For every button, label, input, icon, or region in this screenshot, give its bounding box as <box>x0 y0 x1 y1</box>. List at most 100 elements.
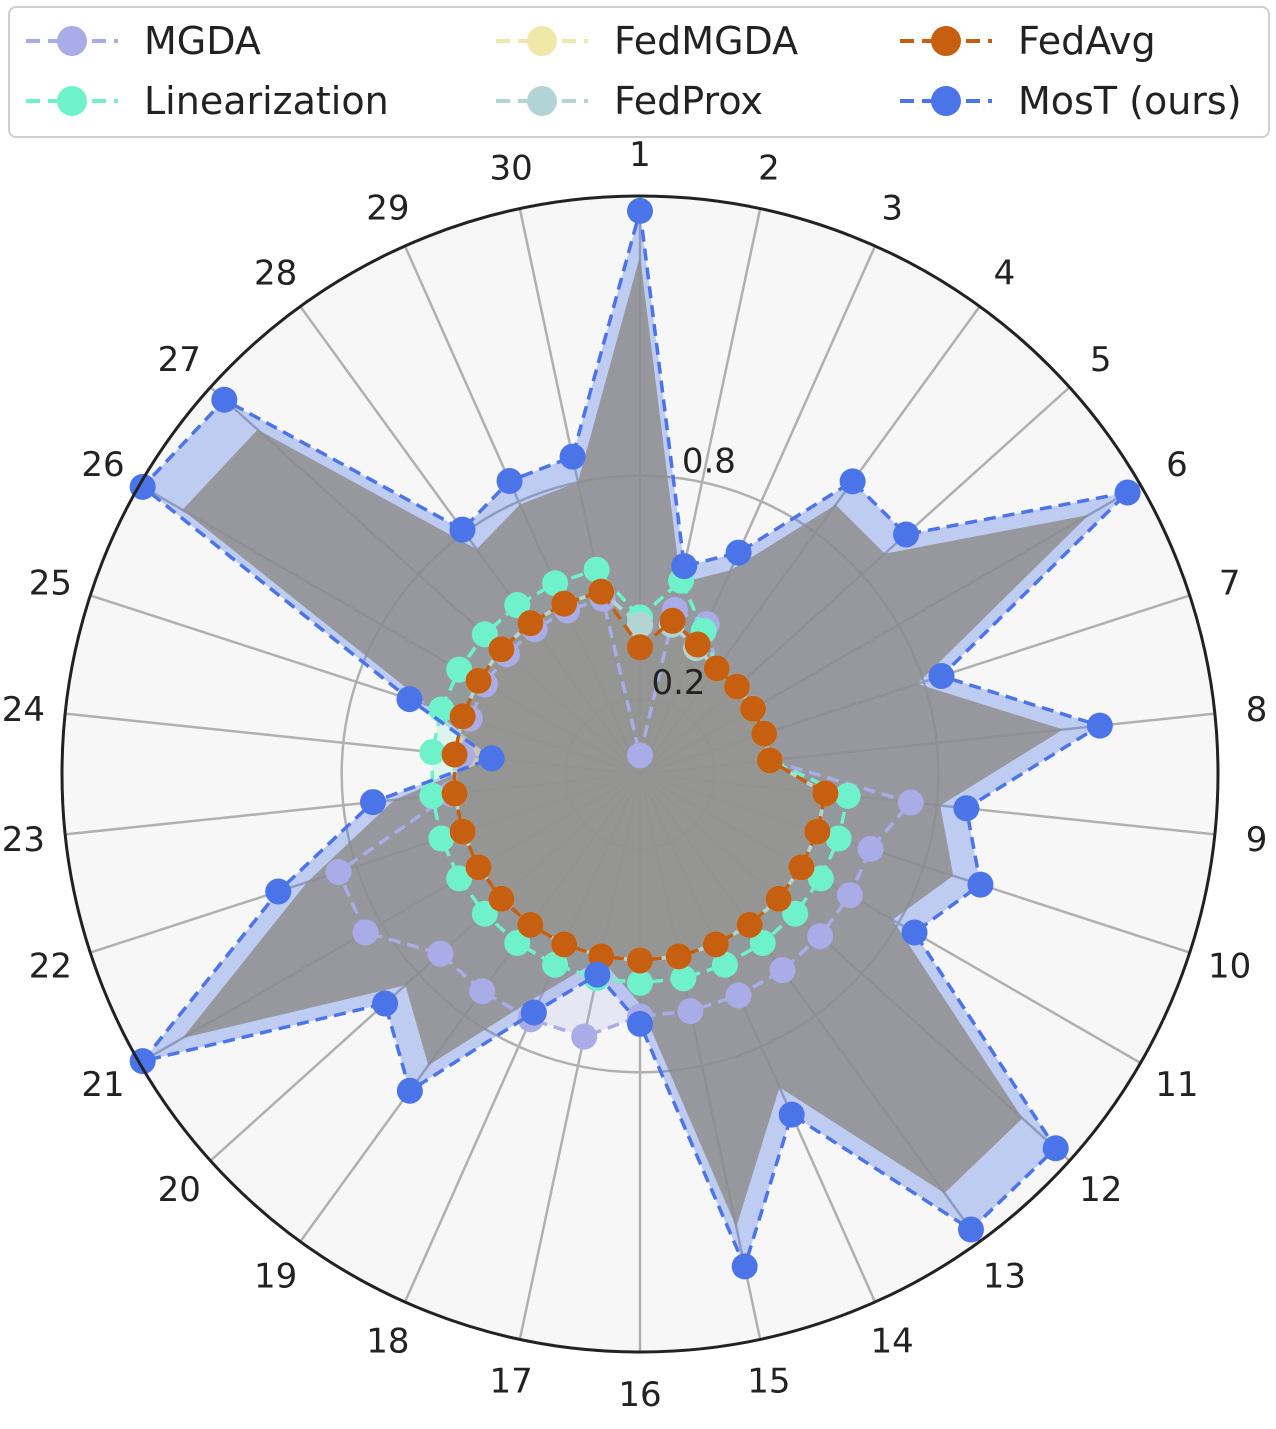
point-most-ours--9 <box>953 795 980 822</box>
point-fedavg-25 <box>449 703 476 730</box>
category-label-27: 27 <box>158 340 201 380</box>
point-fedavg-13 <box>736 911 763 938</box>
category-label-1: 1 <box>629 135 651 175</box>
point-most-ours--30 <box>559 443 586 470</box>
point-fedprox-1 <box>627 611 653 638</box>
category-label-6: 6 <box>1166 445 1188 485</box>
category-label-26: 26 <box>81 445 124 485</box>
point-mgda-15 <box>677 998 704 1025</box>
category-label-4: 4 <box>994 253 1016 293</box>
point-most-ours--28 <box>449 516 476 543</box>
point-fedavg-28 <box>517 610 544 637</box>
point-mgda-13 <box>769 957 796 984</box>
point-fedavg-27 <box>488 636 515 663</box>
point-linearization-14 <box>711 951 738 978</box>
point-mgda-10 <box>857 835 884 862</box>
category-label-11: 11 <box>1155 1065 1198 1105</box>
point-most-ours--13 <box>957 1216 984 1243</box>
point-most-ours--24 <box>478 745 505 772</box>
category-label-2: 2 <box>758 149 780 189</box>
category-label-7: 7 <box>1219 563 1241 603</box>
point-mgda-20 <box>427 940 454 967</box>
point-most-ours--23 <box>359 789 386 816</box>
point-linearization-23 <box>419 782 446 809</box>
point-fedavg-3 <box>684 631 711 658</box>
point-most-ours--22 <box>265 878 292 905</box>
point-fedavg-22 <box>449 818 476 845</box>
point-most-ours--19 <box>396 1077 423 1104</box>
category-label-15: 15 <box>747 1361 790 1401</box>
point-linearization-27 <box>471 621 498 648</box>
point-fedavg-5 <box>723 673 750 700</box>
category-label-5: 5 <box>1090 340 1112 380</box>
radial-tick-label: 0.8 <box>682 441 736 481</box>
point-linearization-11 <box>807 865 834 892</box>
point-linearization-28 <box>504 592 531 619</box>
point-most-ours--16 <box>627 1010 653 1037</box>
legend-item-fedprox: FedProx <box>492 71 763 131</box>
point-mgda-14 <box>725 982 752 1009</box>
point-fedavg-14 <box>702 931 729 958</box>
point-linearization-10 <box>825 825 852 852</box>
point-linearization-29 <box>542 570 569 597</box>
point-mgda-17 <box>571 1023 598 1050</box>
point-fedavg-23 <box>441 780 468 807</box>
category-label-14: 14 <box>871 1321 914 1361</box>
category-label-9: 9 <box>1246 820 1268 860</box>
point-fedavg-29 <box>551 590 578 617</box>
point-fedavg-2 <box>659 607 686 634</box>
point-mgda-1 <box>627 742 653 769</box>
category-label-25: 25 <box>29 563 72 603</box>
point-linearization-21 <box>446 865 473 892</box>
point-linearization-12 <box>782 900 809 927</box>
point-fedavg-30 <box>588 578 615 605</box>
point-linearization-24 <box>419 739 446 766</box>
radial-tick-label: 0.2 <box>651 663 705 703</box>
point-most-ours--6 <box>1114 479 1141 506</box>
point-linearization-22 <box>428 825 455 852</box>
point-most-ours--18 <box>520 999 547 1026</box>
point-most-ours--15 <box>731 1253 758 1280</box>
legend-swatch-most-ours- <box>896 81 996 121</box>
legend-item-most-ours-: MosT (ours) <box>896 71 1242 131</box>
legend-item-fedmgda: FedMGDA <box>492 11 798 71</box>
category-label-10: 10 <box>1208 947 1251 987</box>
point-most-ours--12 <box>1042 1135 1069 1162</box>
legend-swatch-mgda <box>22 21 122 61</box>
legend-item-mgda: MGDA <box>22 11 261 71</box>
point-fedavg-4 <box>703 655 730 682</box>
point-most-ours--10 <box>967 871 994 898</box>
point-fedavg-20 <box>488 885 515 912</box>
point-most-ours--1 <box>627 197 653 224</box>
point-linearization-18 <box>542 951 569 978</box>
legend-label-mgda: MGDA <box>144 19 261 63</box>
point-linearization-9 <box>834 782 861 809</box>
point-linearization-26 <box>446 656 473 683</box>
point-linearization-25 <box>428 696 455 723</box>
point-fedavg-8 <box>756 747 783 774</box>
point-mgda-21 <box>352 919 379 946</box>
legend-label-fedavg: FedAvg <box>1018 19 1156 63</box>
point-fedavg-19 <box>517 911 544 938</box>
category-label-3: 3 <box>881 189 903 229</box>
point-most-ours--29 <box>496 468 523 495</box>
legend-label-linearization: Linearization <box>144 79 389 123</box>
point-most-ours--25 <box>396 686 423 713</box>
point-fedavg-7 <box>751 720 778 747</box>
category-label-19: 19 <box>254 1257 297 1297</box>
category-label-17: 17 <box>489 1361 532 1401</box>
point-fedavg-1 <box>627 634 653 661</box>
legend-label-fedmgda: FedMGDA <box>614 19 799 63</box>
point-fedavg-9 <box>812 780 839 807</box>
point-most-ours--11 <box>901 919 928 946</box>
point-most-ours--7 <box>928 663 955 690</box>
category-label-8: 8 <box>1246 690 1268 730</box>
point-mgda-9 <box>897 789 924 816</box>
legend-item-fedavg: FedAvg <box>896 11 1156 71</box>
legend-swatch-fedavg <box>896 21 996 61</box>
point-linearization-16 <box>627 969 653 996</box>
point-most-ours--20 <box>372 990 399 1017</box>
category-label-21: 21 <box>81 1065 124 1105</box>
point-fedavg-18 <box>551 931 578 958</box>
